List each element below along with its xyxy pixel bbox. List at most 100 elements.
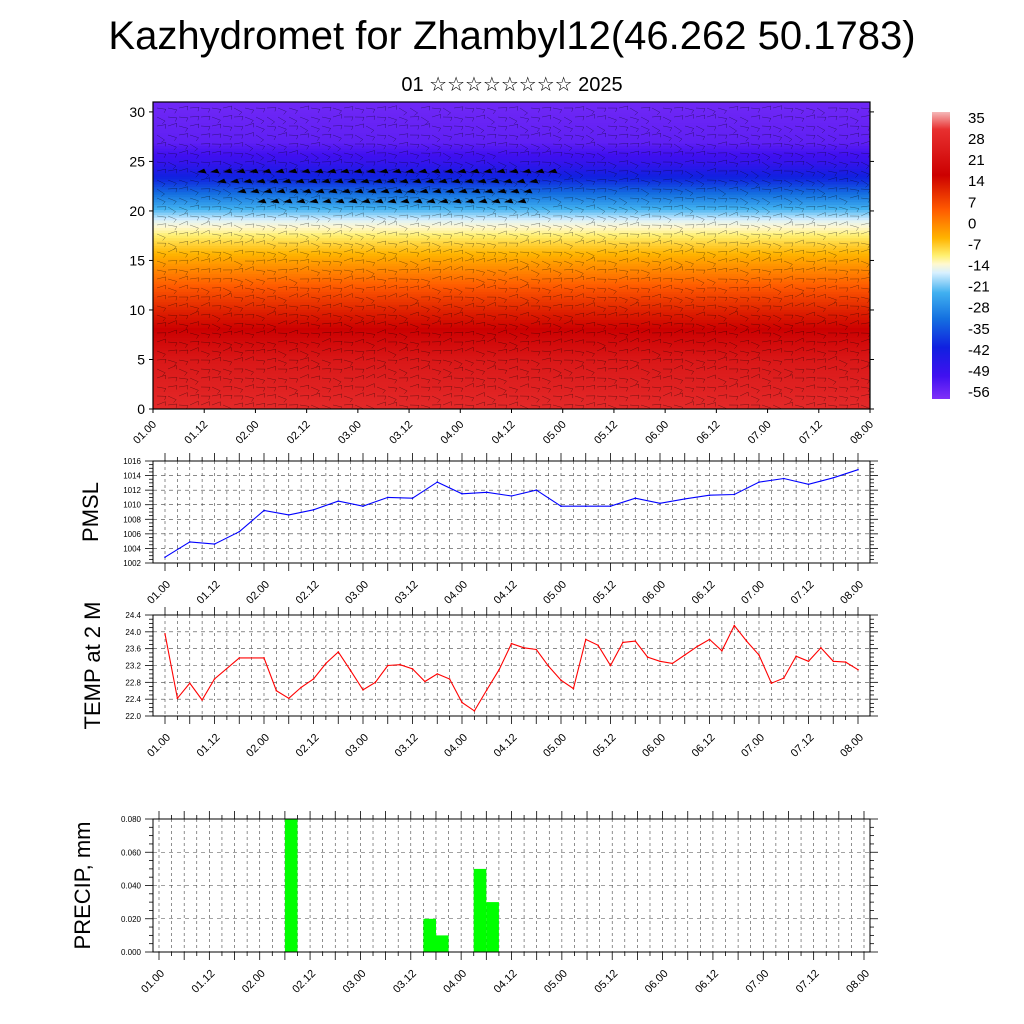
wind-barb	[618, 338, 628, 343]
wind-barb	[739, 242, 750, 248]
heatmap-band	[153, 380, 870, 385]
wind-barb	[431, 143, 441, 151]
wind-barb	[827, 355, 837, 361]
temp-panel-data-point	[684, 654, 686, 656]
wind-barb	[827, 296, 837, 304]
wind-barb	[233, 152, 244, 158]
wind-barb	[343, 134, 354, 139]
wind-barb	[178, 251, 189, 258]
wind-barb	[486, 314, 497, 321]
wind-barb	[728, 125, 737, 134]
wind-barb	[211, 268, 222, 273]
wind-barb	[321, 294, 332, 300]
wind-barb	[750, 215, 761, 222]
wind-barb	[607, 116, 617, 124]
wind-barb	[332, 188, 343, 195]
wind-barb	[618, 170, 629, 175]
wind-barb	[816, 233, 826, 241]
wind-barb	[211, 368, 221, 376]
wind-flag	[360, 198, 371, 204]
wind-barb	[178, 392, 188, 397]
wind-barb	[849, 132, 860, 138]
wind-barb	[563, 197, 574, 202]
wind-barb	[365, 275, 375, 281]
wind-barb	[465, 179, 475, 184]
wind-barb	[486, 125, 497, 132]
wind-barb	[750, 257, 760, 262]
wind-barb	[233, 116, 244, 121]
wind-barb	[783, 283, 793, 289]
wind-barb	[211, 143, 222, 148]
wind-barb	[673, 161, 684, 168]
wind-barb	[640, 141, 650, 146]
wind-barb	[827, 195, 837, 200]
wind-barb	[750, 115, 761, 120]
heatmap-band	[153, 258, 870, 262]
wind-barb	[541, 215, 551, 223]
wind-barb	[640, 338, 650, 344]
wind-barb	[431, 114, 441, 119]
wind-barb	[816, 143, 827, 150]
heatmap-y-tick-label: 15	[129, 252, 145, 268]
wind-barb	[442, 152, 452, 161]
wind-barb	[596, 240, 606, 245]
wind-barb	[343, 106, 354, 111]
wind-barb	[464, 251, 474, 259]
wind-barb	[387, 206, 398, 213]
wind-barb	[420, 116, 429, 125]
wind-barb	[750, 341, 760, 349]
wind-barb	[849, 125, 860, 131]
wind-barb	[266, 328, 276, 334]
wind-barb	[662, 375, 672, 380]
wind-barb	[827, 285, 837, 290]
wind-barb	[794, 268, 805, 273]
wind-barb	[508, 258, 519, 264]
wind-barb	[618, 322, 629, 328]
heatmap-band	[153, 173, 870, 177]
wind-barb	[673, 230, 683, 236]
wind-barb	[586, 359, 596, 364]
wind-barb	[189, 359, 200, 364]
wind-flag	[482, 168, 493, 174]
wind-barb	[233, 206, 244, 213]
wind-barb	[266, 224, 276, 232]
wind-barb	[618, 105, 629, 110]
wind-barb	[640, 359, 651, 364]
wind-barb	[387, 251, 398, 258]
wind-barb	[244, 212, 254, 218]
wind-barb	[387, 293, 397, 298]
wind-barb	[211, 341, 222, 348]
wind-barb	[189, 224, 199, 232]
wind-barb	[409, 204, 419, 209]
wind-barb	[299, 332, 310, 338]
wind-barb	[739, 368, 750, 374]
wind-barb	[684, 132, 694, 137]
wind-barb	[321, 251, 332, 257]
wind-barb	[750, 107, 761, 113]
wind-barb	[585, 287, 596, 293]
heatmap-band	[153, 393, 870, 397]
wind-barb	[233, 142, 244, 147]
wind-barb	[200, 115, 211, 121]
wind-barb	[453, 161, 463, 169]
heatmap-band	[153, 337, 870, 341]
wind-flag	[386, 198, 397, 204]
wind-barb	[574, 161, 584, 170]
wind-barb	[453, 206, 464, 212]
wind-barb	[761, 179, 771, 187]
wind-barb	[750, 329, 760, 334]
wind-barb	[530, 161, 541, 166]
wind-barb	[519, 383, 529, 388]
wind-barb	[332, 143, 341, 152]
wind-barb	[222, 323, 232, 331]
wind-barb	[783, 374, 793, 379]
wind-barb	[288, 286, 299, 291]
wind-barb	[167, 395, 177, 403]
wind-barb	[585, 221, 595, 226]
wind-barb	[640, 232, 651, 237]
wind-barb	[717, 305, 728, 312]
wind-barb	[200, 251, 211, 258]
wind-flag	[295, 198, 306, 204]
wind-barb	[376, 347, 386, 352]
wind-barb	[156, 294, 167, 300]
